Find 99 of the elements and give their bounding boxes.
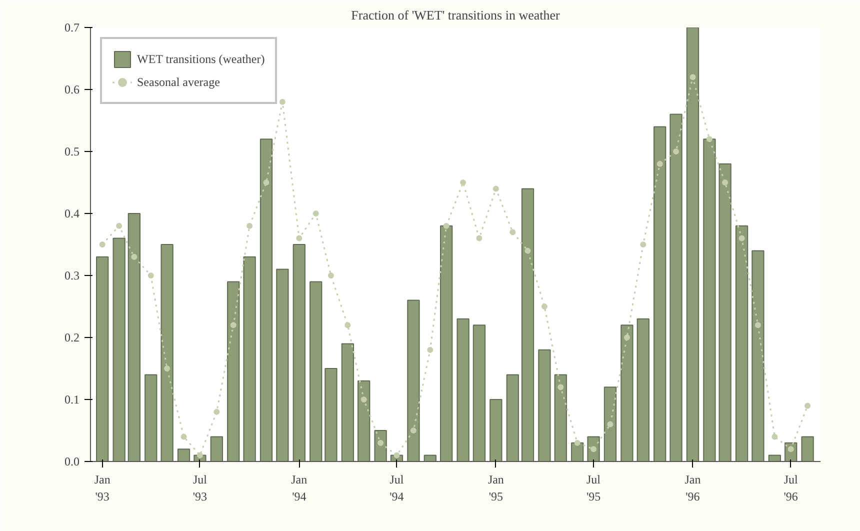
point xyxy=(360,396,367,402)
bar xyxy=(292,244,306,462)
point xyxy=(246,222,253,229)
point xyxy=(378,440,384,446)
x-tick-label: Jul '95 xyxy=(586,472,602,504)
point xyxy=(328,272,334,278)
point xyxy=(427,346,434,353)
point xyxy=(624,334,630,340)
bar xyxy=(160,244,174,462)
bar xyxy=(620,324,634,462)
point xyxy=(344,322,351,328)
bar xyxy=(358,380,370,462)
point xyxy=(656,160,663,167)
point xyxy=(230,322,236,328)
bar xyxy=(424,454,436,462)
bar xyxy=(538,349,551,462)
point xyxy=(722,180,728,186)
bar xyxy=(341,343,354,462)
bar xyxy=(324,368,338,462)
point xyxy=(754,322,761,328)
point xyxy=(394,452,400,458)
bar xyxy=(801,436,814,462)
point xyxy=(99,242,106,248)
x-tick-label: Jul '93 xyxy=(192,472,208,504)
y-tick-label: 0.3 xyxy=(64,268,80,282)
bar xyxy=(718,163,732,462)
bar xyxy=(243,256,256,462)
bar xyxy=(703,138,716,462)
point xyxy=(460,180,466,186)
point xyxy=(148,272,154,278)
point xyxy=(443,222,450,229)
point xyxy=(196,452,203,458)
bar xyxy=(670,114,682,462)
bar xyxy=(276,268,289,462)
bar xyxy=(112,238,126,462)
point xyxy=(180,434,187,440)
bar xyxy=(128,213,140,462)
bar xyxy=(260,138,273,462)
chart-title: Fraction of 'WET' transitions in weather xyxy=(351,8,560,22)
point xyxy=(541,304,548,310)
bar xyxy=(604,386,617,462)
point xyxy=(574,440,580,446)
y-tick-label: 0.2 xyxy=(64,330,80,344)
legend-label: WET transitions (weather) xyxy=(137,52,265,66)
y-tick-label: 0.7 xyxy=(64,20,80,34)
point xyxy=(558,384,564,390)
point xyxy=(263,180,270,186)
bar xyxy=(752,250,764,462)
point xyxy=(524,248,531,254)
bar xyxy=(506,374,519,462)
point xyxy=(804,402,811,409)
bar xyxy=(490,399,502,462)
bar xyxy=(472,324,486,462)
bar xyxy=(554,374,567,462)
x-tick-label: Jan '93 xyxy=(94,472,110,504)
x-tick-label: Jan '96 xyxy=(684,472,701,504)
point xyxy=(164,366,170,372)
bar xyxy=(310,281,322,462)
bar xyxy=(521,188,534,462)
point xyxy=(312,210,319,216)
bar xyxy=(654,126,666,462)
bar xyxy=(177,448,190,462)
legend-label: Seasonal average xyxy=(137,74,220,90)
point xyxy=(690,74,696,80)
point xyxy=(706,136,712,142)
point xyxy=(607,421,614,428)
point xyxy=(492,186,499,192)
bar xyxy=(768,454,781,462)
point xyxy=(510,229,516,236)
x-tick-label: Jan '94 xyxy=(291,472,308,504)
point xyxy=(131,254,138,260)
point xyxy=(738,235,745,242)
x-tick-label: Jul '94 xyxy=(390,472,404,504)
point xyxy=(640,242,646,248)
point xyxy=(673,148,680,154)
bar xyxy=(210,436,223,462)
x-tick-label: Jan '95 xyxy=(488,472,504,504)
bar xyxy=(144,374,158,462)
bar xyxy=(735,225,748,462)
point xyxy=(279,98,286,105)
point xyxy=(772,434,778,440)
y-tick-label: 0.0 xyxy=(64,454,80,468)
y-tick-label: 0.6 xyxy=(64,82,80,96)
y-tick-label: 0.5 xyxy=(64,144,80,158)
point xyxy=(116,222,122,229)
y-tick-label: 0.1 xyxy=(64,392,80,406)
point xyxy=(410,428,416,434)
bar xyxy=(407,300,420,462)
point xyxy=(296,235,302,242)
x-tick-label: Jul '96 xyxy=(784,472,799,504)
bar xyxy=(227,281,240,462)
bar xyxy=(456,318,470,462)
y-tick-label: 0.4 xyxy=(64,206,80,220)
bar xyxy=(686,28,700,462)
point xyxy=(476,235,482,242)
bar xyxy=(440,225,453,462)
bar xyxy=(636,318,650,462)
bar xyxy=(96,256,109,462)
point xyxy=(214,408,220,415)
